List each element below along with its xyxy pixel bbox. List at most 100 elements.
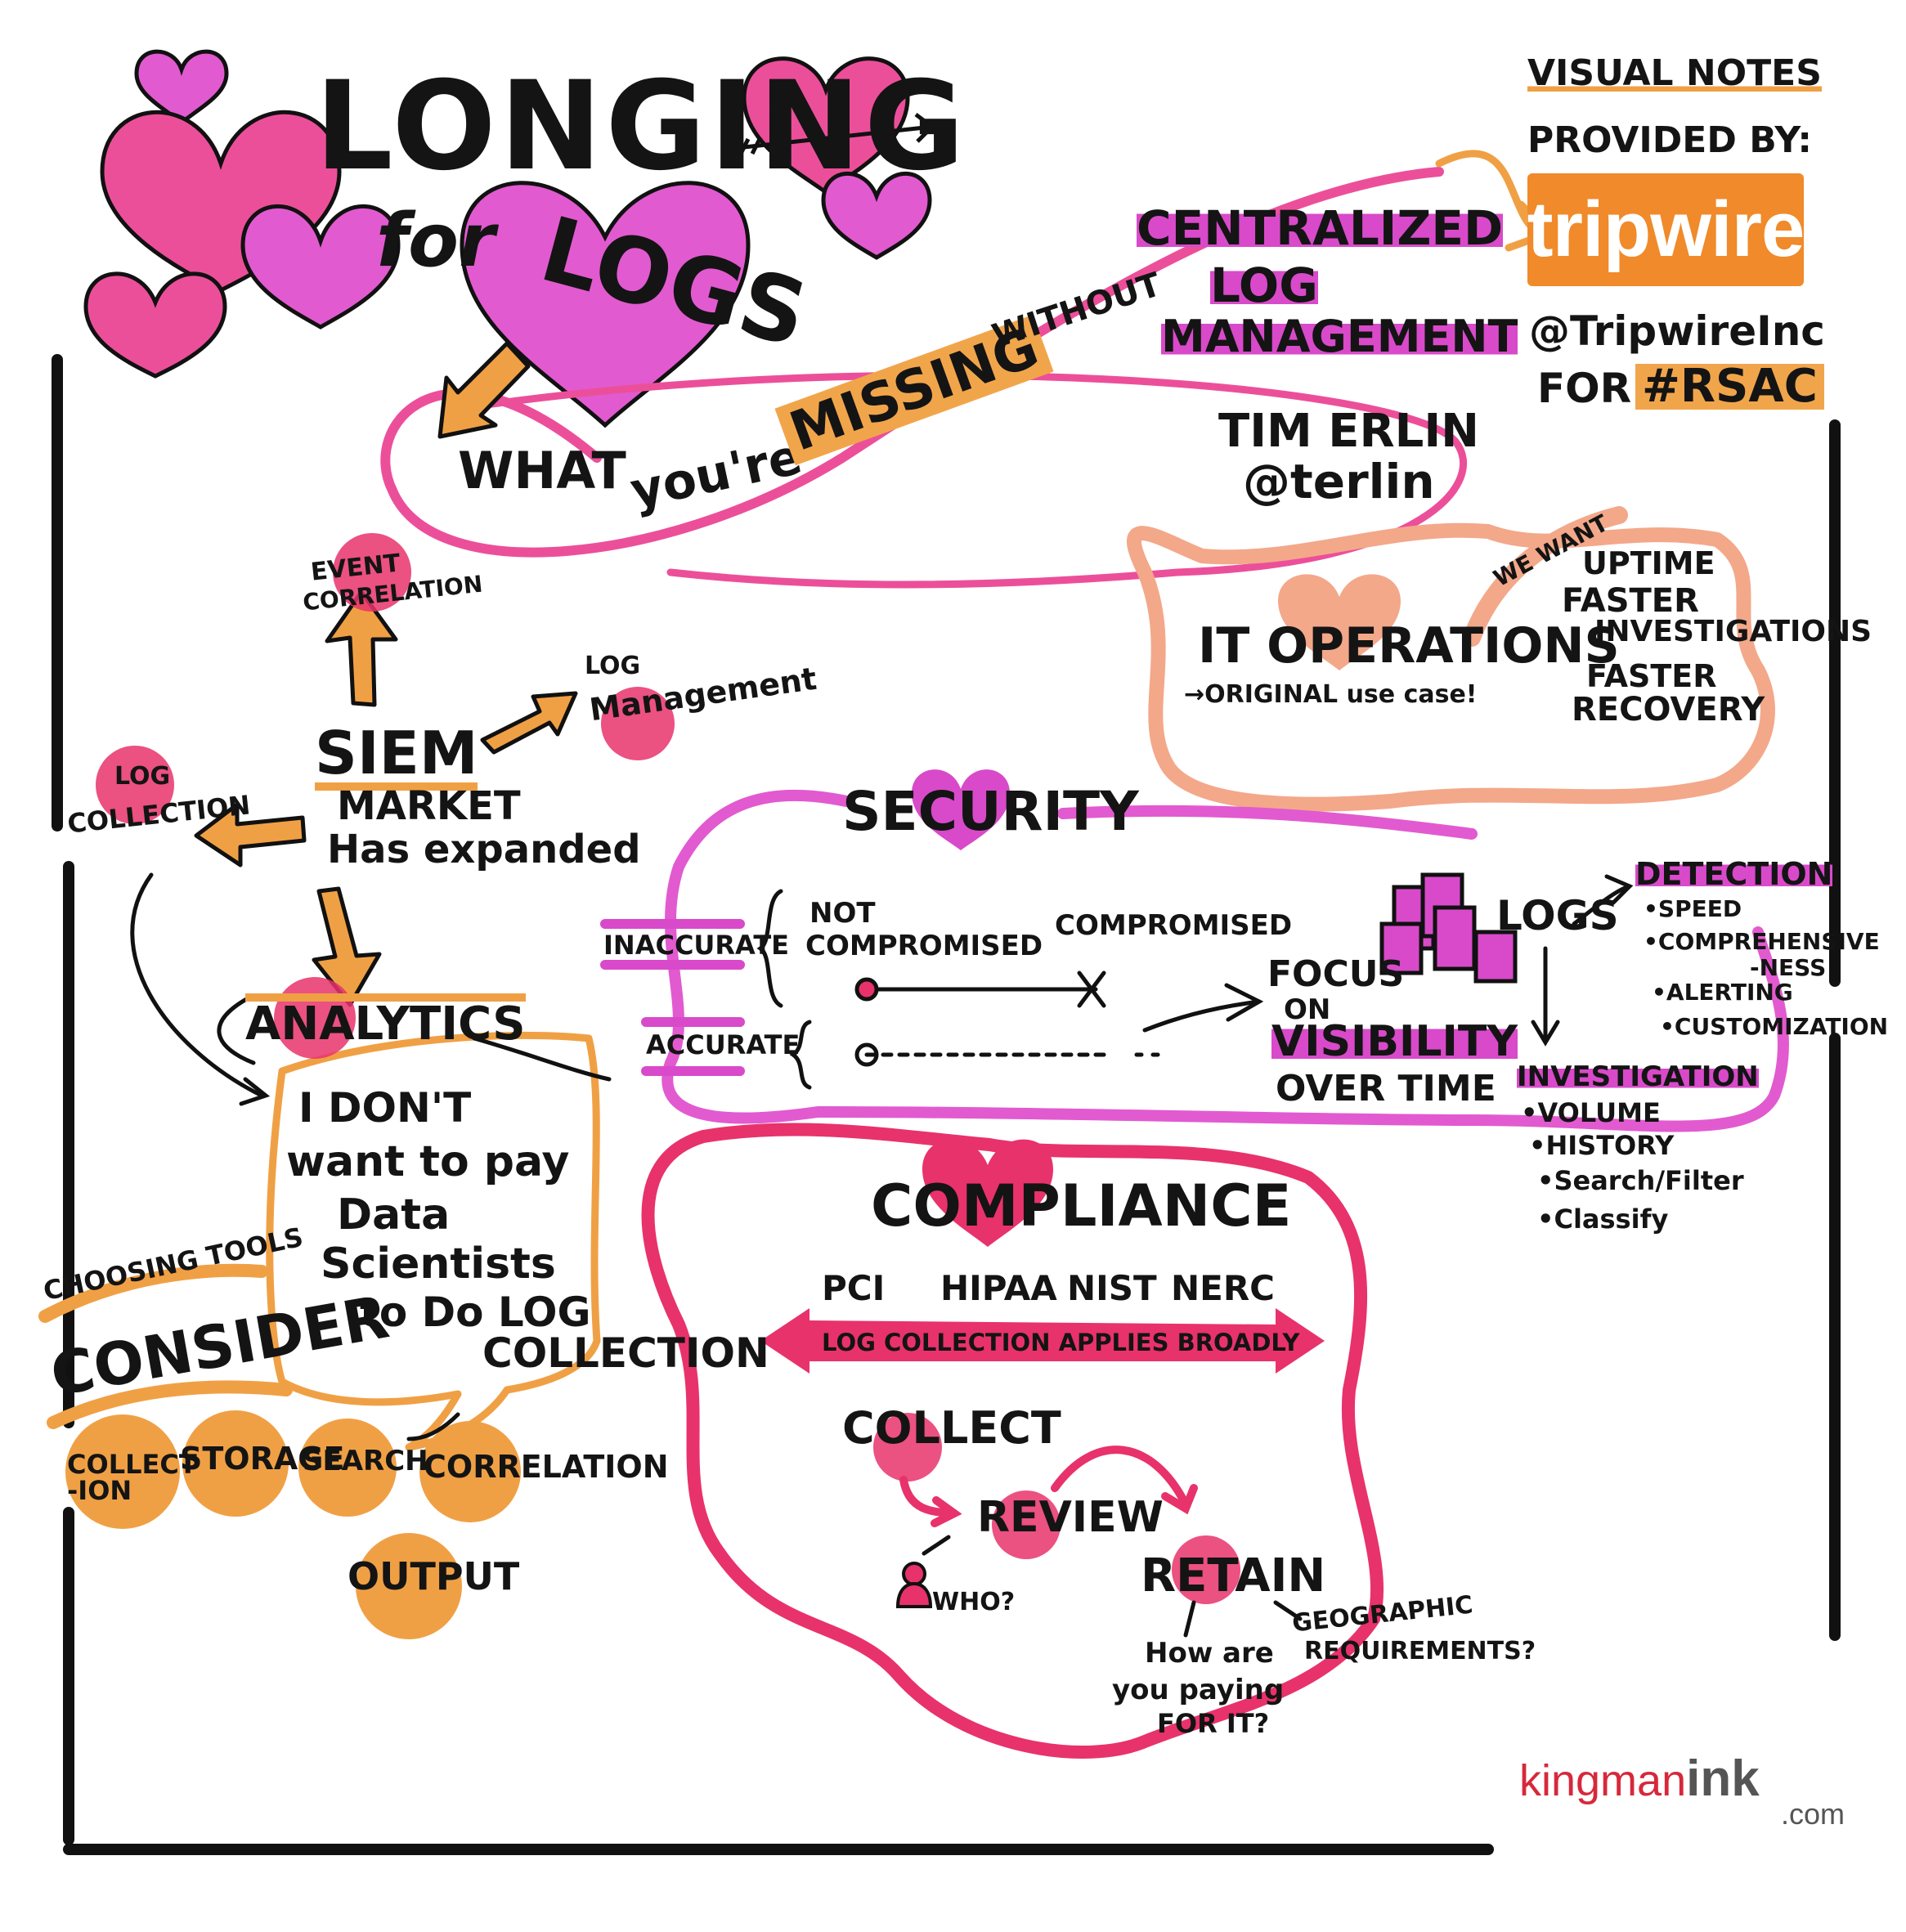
- frame-lines: [52, 354, 1841, 1855]
- it-ops-title: IT OPERATIONS: [1198, 617, 1620, 675]
- arrow-down-left-icon: [437, 341, 531, 439]
- geo-2: REQUIREMENTS?: [1304, 1637, 1536, 1665]
- paying-3: FOR IT?: [1157, 1708, 1270, 1739]
- detection-label: DETECTION: [1635, 856, 1833, 892]
- detection-alerting: •ALERTING: [1652, 979, 1793, 1006]
- consider-item-output: OUTPUT: [348, 1554, 520, 1598]
- investigation-volume: •VOLUME: [1521, 1097, 1661, 1128]
- arrow-down-icon: [312, 886, 382, 1007]
- compliance-banner-text: LOG COLLECTION APPLIES BROADLY: [822, 1329, 1300, 1356]
- arrow-through-heart: [738, 113, 935, 157]
- want-faster-2: FASTER: [1586, 658, 1717, 694]
- who-label: WHO?: [932, 1588, 1016, 1616]
- consider-item-collection: COLLECT -ION: [67, 1449, 197, 1506]
- detection-customization: •CUSTOMIZATION: [1660, 1013, 1889, 1040]
- logs-folders-icon: [1379, 872, 1518, 984]
- arrow-right-icon: [480, 691, 578, 755]
- credit-for: FOR: [1537, 365, 1632, 412]
- compromised-label: COMPROMISED: [1055, 909, 1293, 942]
- credit-hashtag: #RSAC: [1635, 364, 1824, 410]
- security-title: SECURITY: [842, 780, 1139, 843]
- heart-icon: [460, 181, 751, 428]
- detection-ness: -NESS: [1750, 954, 1827, 981]
- want-uptime: UPTIME: [1582, 545, 1715, 581]
- quote-line-4: Scientists: [321, 1239, 556, 1289]
- siem-arrows: [194, 341, 578, 1007]
- connector-lines: [130, 506, 1634, 1638]
- siem-expanded: Has expanded: [327, 827, 641, 872]
- dotcom-text: .com: [1781, 1797, 1845, 1831]
- on-label: ON: [1284, 993, 1331, 1026]
- standard-nerc: NERC: [1171, 1268, 1276, 1308]
- speaker-handle: @terlin: [1243, 454, 1435, 509]
- analytics-label: ANALYTICS: [245, 993, 526, 1047]
- accurate-label: ACCURATE: [646, 1029, 801, 1060]
- want-investigations: INVESTIGATIONS: [1594, 615, 1872, 648]
- want-faster-1: FASTER: [1562, 582, 1699, 620]
- standard-nist: NIST: [1067, 1268, 1157, 1308]
- detection-comprehensive: •COMPREHENSIVE: [1644, 928, 1880, 955]
- kingmanink-logo: kingmanink .com: [1519, 1750, 1845, 1831]
- paying-2: you paying: [1112, 1674, 1285, 1706]
- retain-label: RETAIN: [1141, 1549, 1326, 1603]
- compliance-title: COMPLIANCE: [871, 1172, 1292, 1239]
- log-collection-label-1: LOG: [114, 762, 171, 791]
- heart-icon: [83, 271, 227, 379]
- heart-icon: [821, 172, 932, 260]
- security-loop: [661, 789, 1789, 1132]
- investigation-classify: •Classify: [1537, 1204, 1669, 1235]
- title-for: for: [376, 198, 496, 284]
- subtitle-log: LOG: [1210, 258, 1318, 313]
- focus-label: FOCUS: [1267, 953, 1405, 995]
- quote-line-3: Data: [337, 1190, 451, 1239]
- credit-visual-notes: VISUAL NOTES: [1527, 52, 1822, 94]
- subtitle-management: MANAGEMENT: [1161, 311, 1518, 362]
- highlight-dots: [96, 533, 1240, 1604]
- heart-icon: [922, 1139, 1053, 1247]
- standard-pci: PCI: [822, 1268, 886, 1308]
- visibility-label: VISIBILITY: [1271, 1017, 1518, 1066]
- credit-provided-by: PROVIDED BY:: [1527, 119, 1812, 161]
- siem-title: SIEM: [315, 724, 478, 791]
- arrow-up-icon: [325, 589, 398, 707]
- not-compromised-2: COMPROMISED: [805, 930, 1043, 962]
- quote-line-2: want to pay: [286, 1137, 570, 1186]
- kingman-text: kingman: [1519, 1756, 1687, 1805]
- person-icon: [895, 1562, 933, 1608]
- not-compromised-1: NOT: [809, 897, 876, 930]
- title-longing: LONGING: [315, 56, 968, 198]
- credit-handle: @TripwireInc: [1529, 307, 1825, 355]
- want-recovery: RECOVERY: [1572, 691, 1765, 728]
- heart-icons: [83, 49, 1401, 1247]
- arrow-left-icon: [194, 802, 307, 867]
- tripwire-logo: tripwire: [1527, 173, 1805, 286]
- log-management-label-1: LOG: [585, 652, 641, 680]
- siem-market: MARKET: [337, 783, 521, 829]
- paying-1: How are: [1145, 1637, 1274, 1670]
- subtitle-centralized: CENTRALIZED: [1137, 200, 1504, 256]
- consider-swooshes: [38, 1263, 293, 1429]
- compliance-arrow-banner: [760, 1308, 1325, 1374]
- detection-speed: •SPEED: [1644, 895, 1742, 922]
- quote-bubble: [266, 1031, 601, 1451]
- logs-label: LOGS: [1496, 892, 1619, 939]
- heart-icon: [1278, 574, 1401, 670]
- inaccurate-label: INACCURATE: [603, 930, 790, 961]
- consider-item-correlation: CORRELATION: [424, 1449, 669, 1485]
- over-time-label: OVER TIME: [1276, 1068, 1496, 1109]
- highlight-bars: [600, 919, 745, 1076]
- standard-hipaa: HIPAA: [940, 1268, 1057, 1308]
- consider-circles: [65, 1410, 521, 1639]
- quote-line-5: to Do LOG: [360, 1289, 591, 1336]
- consider-item-storage: STORAGE: [180, 1441, 345, 1477]
- heart-icon: [912, 769, 1010, 850]
- it-ops-cloud: [1127, 522, 1775, 812]
- heart-icon: [240, 204, 401, 329]
- quote-line-6: COLLECTION: [482, 1329, 769, 1377]
- investigation-label: INVESTIGATION: [1517, 1060, 1759, 1093]
- consider-item-search: SEARCH: [303, 1445, 428, 1477]
- subtitle-what: WHAT: [458, 441, 626, 500]
- ink-text: ink: [1686, 1750, 1760, 1807]
- speaker-name: TIM ERLIN: [1218, 405, 1480, 458]
